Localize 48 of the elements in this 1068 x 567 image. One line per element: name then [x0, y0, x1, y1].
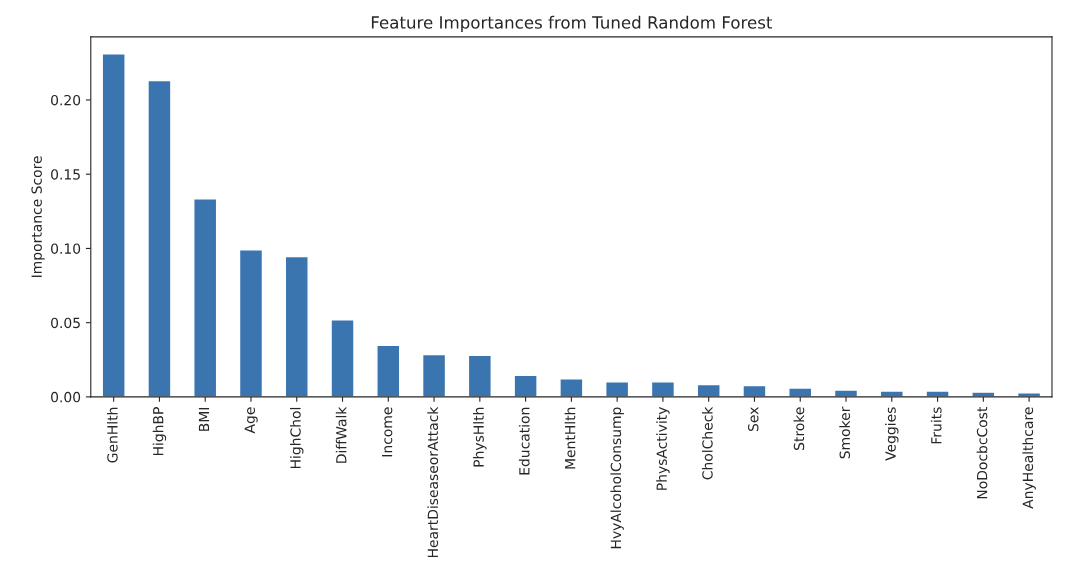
bar [101, 53, 126, 397]
bar [467, 354, 492, 397]
x-tick-label: HvyAlcoholConsump [610, 407, 624, 549]
bar [696, 383, 721, 397]
x-tick-label: Veggies [885, 407, 899, 461]
x-tick-label: Income [382, 407, 393, 457]
x-tick-label: DiffWalk [335, 406, 347, 463]
bar [284, 255, 309, 397]
bar [330, 318, 355, 397]
bar [742, 384, 767, 397]
bar [376, 344, 401, 397]
x-tick-label: Smoker [839, 406, 851, 459]
bar [925, 390, 950, 397]
bar [879, 390, 904, 397]
x-tick-label: GenHlth [106, 407, 118, 463]
x-tick-label: MentHlth [564, 407, 576, 469]
bar [147, 79, 172, 397]
x-tick-label: HeartDiseaseorAttack [427, 406, 439, 558]
y-axis-title: Importance Score [31, 156, 45, 277]
bar [513, 374, 538, 397]
x-tick-label: CholCheck [701, 406, 713, 480]
x-tick-label: BMI [198, 407, 210, 431]
bar [605, 381, 630, 397]
bar [421, 353, 447, 397]
bar [788, 387, 813, 397]
bar [238, 249, 264, 397]
bar [559, 378, 584, 397]
y-tick-label: 0.05 [51, 317, 80, 329]
bar [833, 389, 859, 397]
y-tick-label: 0.15 [51, 169, 80, 180]
chart-title: Feature Importances from Tuned Random Forest [371, 15, 773, 32]
y-tick-label: 0.20 [51, 94, 81, 106]
bar [971, 391, 996, 397]
bar [650, 381, 676, 397]
x-tick-label: HighChol [290, 407, 304, 469]
x-tick-label: NoDocbcCost [976, 406, 988, 499]
bar [193, 197, 218, 397]
x-tick-label: Age [244, 407, 258, 434]
y-tick-label: 0.00 [51, 391, 81, 403]
x-tick-label: Education [518, 407, 530, 475]
x-tick-label: Sex [747, 407, 759, 432]
y-tick-label: 0.10 [51, 243, 81, 254]
x-tick-label: PhysHlth [473, 407, 487, 467]
x-tick-label: PhysActivity [656, 407, 670, 490]
x-tick-label: Stroke [793, 407, 805, 450]
x-tick-label: AnyHealthcare [1022, 407, 1036, 509]
x-tick-label: Fruits [930, 407, 942, 444]
x-tick-label: HighBP [152, 407, 167, 456]
